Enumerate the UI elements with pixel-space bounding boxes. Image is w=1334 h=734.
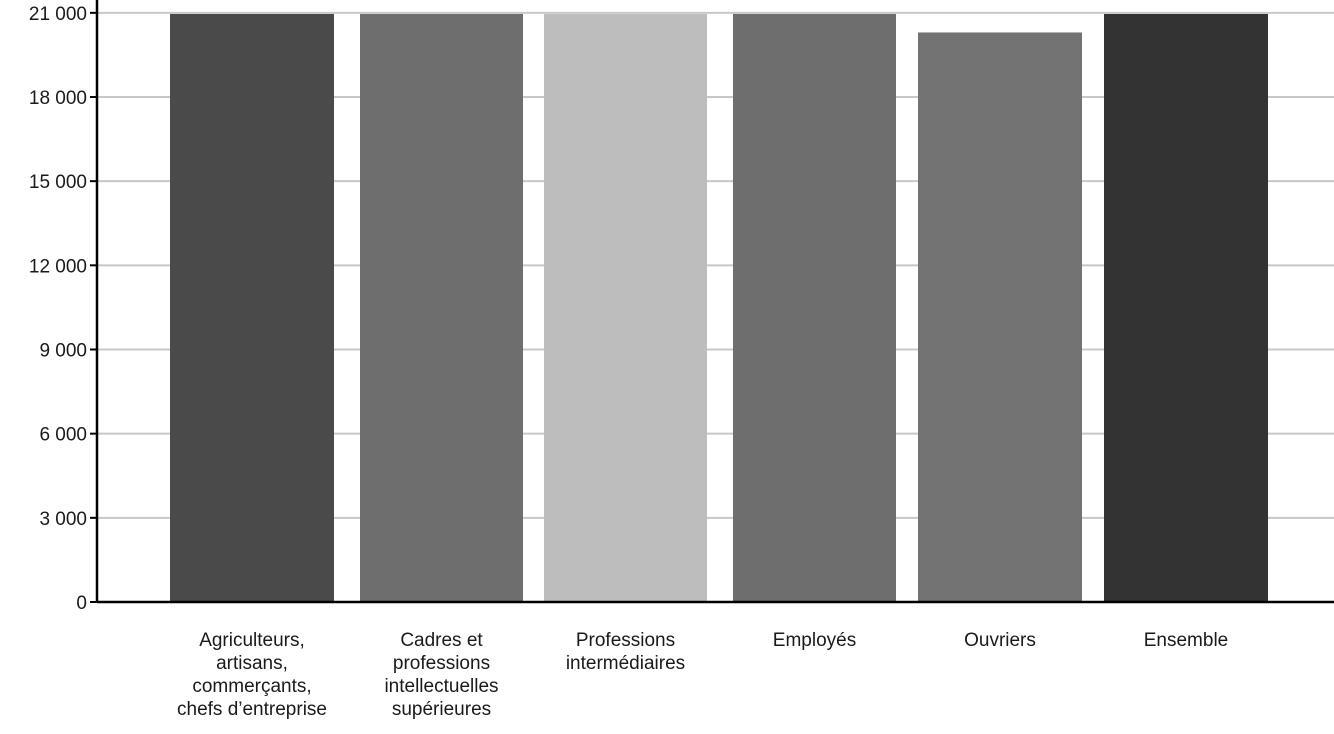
y-tick-labels: 0 3 000 6 000 9 000 12 000 15 000 18 000 21 000 — [29, 4, 87, 614]
x-category-label-line: Agriculteurs, — [199, 630, 305, 651]
bar-3 — [544, 14, 707, 602]
x-category-label-line: Professions — [576, 630, 675, 651]
y-tick-label-12000: 12 000 — [29, 256, 87, 277]
y-tick-label-18000: 18 000 — [29, 88, 87, 109]
x-category-label-line: intellectuelles — [384, 676, 498, 697]
x-category-label-line: commerçants, — [192, 676, 311, 697]
bar-2 — [360, 14, 523, 602]
x-category-label-line: Ouvriers — [964, 630, 1036, 651]
axes — [90, 0, 1334, 604]
x-category-label-line: professions — [393, 653, 490, 674]
x-category-label-1: Agriculteurs, artisans, commerçants, chefs … — [177, 630, 327, 720]
x-category-label-6: Ensemble — [1144, 630, 1229, 651]
x-category-label-line: Employés — [773, 630, 856, 651]
x-category-label-line: chefs d’entreprise — [177, 699, 327, 720]
x-category-labels: Agriculteurs, artisans, commerçants, chefs … — [177, 630, 1228, 720]
bar-4 — [733, 14, 896, 602]
x-category-label-line: Ensemble — [1144, 630, 1229, 651]
x-category-label-line: supérieures — [392, 699, 491, 720]
y-tick-label-0: 0 — [76, 593, 87, 614]
y-tick-label-15000: 15 000 — [29, 172, 87, 193]
y-tick-label-9000: 9 000 — [39, 341, 87, 362]
bar-5 — [918, 32, 1082, 602]
x-category-label-3: Professions intermédiaires — [566, 630, 685, 674]
x-category-label-line: Cadres et — [400, 630, 483, 651]
y-tick-label-3000: 3 000 — [39, 509, 87, 530]
bars — [170, 14, 1268, 602]
y-tick-label-6000: 6 000 — [39, 425, 87, 446]
x-category-label-2: Cadres et professions intellectuelles supér… — [384, 630, 498, 720]
x-category-label-5: Ouvriers — [964, 630, 1036, 651]
x-category-label-4: Employés — [773, 630, 856, 651]
bar-6 — [1104, 14, 1268, 602]
x-category-label-line: intermédiaires — [566, 653, 685, 674]
y-tick-label-21000: 21 000 — [29, 4, 87, 25]
bar-1 — [170, 14, 334, 602]
x-category-label-line: artisans, — [216, 653, 288, 674]
